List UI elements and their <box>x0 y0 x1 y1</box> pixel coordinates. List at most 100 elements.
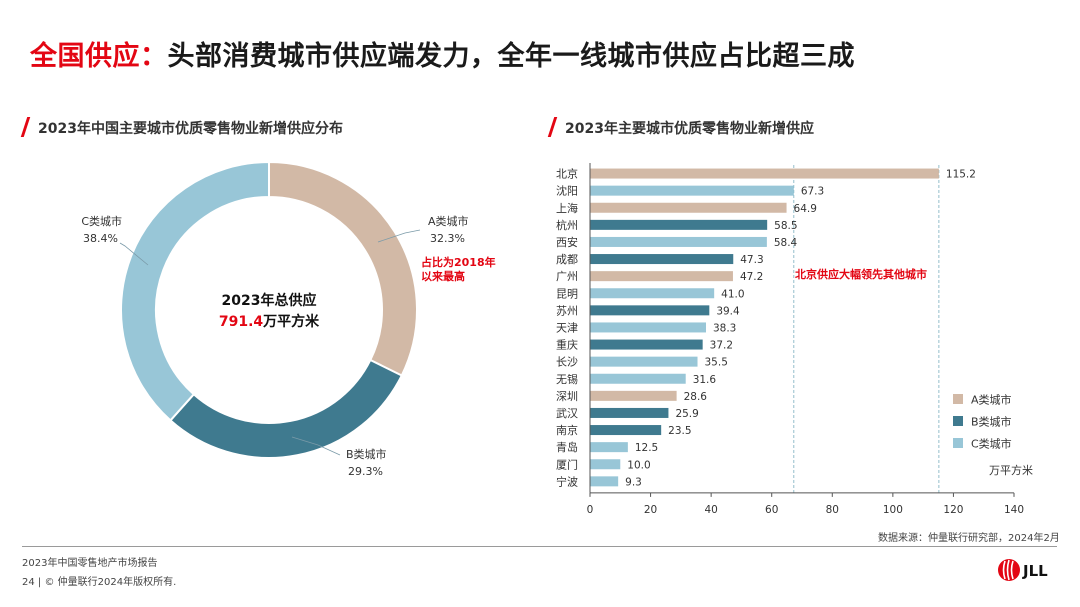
page-title-rest: 头部消费城市供应端发力，全年一线城市供应占比超三成 <box>167 41 855 72</box>
bar-value-label: 37.2 <box>710 340 733 352</box>
donut-center-unit: 万平方米 <box>262 313 320 330</box>
x-tick-label: 100 <box>883 504 903 516</box>
bar-厦门 <box>590 459 621 470</box>
bar-广州 <box>590 271 733 282</box>
bar-legend: A类城市 B类城市 C类城市 <box>953 393 1012 451</box>
page-title: 全国供应：头部消费城市供应端发力，全年一线城市供应占比超三成 <box>30 34 855 73</box>
bar-category-label: 昆明 <box>556 287 578 300</box>
left-subtitle: 2023年中国主要城市优质零售物业新增供应分布 <box>38 121 343 137</box>
donut-note-line1: 占比为2018年 <box>421 255 496 269</box>
bar-青岛 <box>590 442 628 453</box>
bar-value-label: 39.4 <box>716 305 740 317</box>
donut-center-title: 2023年总供应 <box>222 292 317 309</box>
bar-category-label: 重庆 <box>556 338 578 352</box>
bar-南京 <box>590 425 662 436</box>
jll-logo: JLL <box>998 559 1048 581</box>
bar-苏州 <box>590 305 710 316</box>
bar-unit-label: 万平方米 <box>989 463 1033 477</box>
bar-西安 <box>590 236 767 247</box>
right-subtitle-marker <box>547 117 558 137</box>
footer-report-title: 2023年中国零售地产市场报告 <box>22 558 158 569</box>
donut-label-C: C类城市 <box>81 214 122 228</box>
page-title-highlight: 全国供应： <box>30 41 168 72</box>
bar-category-label: 无锡 <box>556 372 578 386</box>
donut-leader-A <box>377 229 421 243</box>
bar-category-label: 厦门 <box>556 457 578 471</box>
footer-divider <box>22 546 1057 547</box>
bar-value-label: 58.4 <box>774 237 798 249</box>
bar-value-label: 28.6 <box>684 391 708 403</box>
donut-value-C: 38.4% <box>83 232 118 245</box>
donut-center-total: 791.4万平方米 <box>219 313 320 330</box>
bar-天津 <box>590 322 706 333</box>
bar-value-label: 10.0 <box>627 459 650 471</box>
bar-长沙 <box>590 356 698 367</box>
left-subtitle-marker <box>20 117 31 137</box>
bar-深圳 <box>590 390 677 401</box>
bar-category-label: 青岛 <box>556 440 578 454</box>
data-source: 数据来源：仲量联行研究部，2024年2月 <box>878 533 1060 544</box>
bar-category-label: 西安 <box>556 235 578 249</box>
jll-logo-text: JLL <box>1022 562 1048 580</box>
bar-value-label: 41.0 <box>721 288 744 300</box>
legend-label-A: A类城市 <box>971 393 1012 407</box>
donut-label-A: A类城市 <box>428 214 469 228</box>
bar-marks: 北京 115.2 沈阳 67.3 上海 64.9 杭州 58.5 西安 58.4 成都 47.3 广州 4… <box>556 167 976 489</box>
bar-杭州 <box>590 219 768 230</box>
donut-slices <box>120 160 418 459</box>
x-tick-label: 120 <box>943 504 963 516</box>
bar-category-label: 杭州 <box>556 218 578 232</box>
footer-page-info: 24 | © 仲量联行2024年版权所有. <box>22 577 177 588</box>
donut-leaders <box>119 229 421 456</box>
x-tick-label: 0 <box>587 504 594 516</box>
legend-label-B: B类城市 <box>971 415 1012 429</box>
donut-slice-A <box>268 160 418 377</box>
donut-slice-C <box>120 160 270 422</box>
x-tick-label: 40 <box>704 504 717 516</box>
donut-labels: A类城市 32.3% B类城市 29.3% C类城市 38.4% <box>81 214 468 478</box>
bar-category-label: 成都 <box>556 253 578 266</box>
x-tick-label: 140 <box>1004 504 1024 516</box>
bar-category-label: 沈阳 <box>556 184 578 198</box>
bar-value-label: 67.3 <box>801 186 824 198</box>
bar-成都 <box>590 254 734 265</box>
bar-category-label: 天津 <box>556 321 578 334</box>
bar-category-label: 广州 <box>556 270 578 283</box>
donut-chart: A类城市 32.3% B类城市 29.3% C类城市 38.4% 2023年总供应 791… <box>81 160 496 478</box>
donut-label-B: B类城市 <box>346 447 387 461</box>
bar-category-label: 深圳 <box>556 390 578 403</box>
legend-swatch-A <box>953 394 963 404</box>
bar-value-label: 9.3 <box>625 476 642 488</box>
donut-center-value: 791.4 <box>219 314 264 330</box>
bar-value-label: 38.3 <box>713 322 736 334</box>
bar-value-label: 35.5 <box>705 357 728 369</box>
donut-note-line2: 以来最高 <box>421 269 465 283</box>
bar-category-label: 上海 <box>556 201 578 215</box>
bar-category-label: 长沙 <box>556 356 578 369</box>
bar-category-label: 北京 <box>556 167 578 181</box>
bar-annotation: 北京供应大幅领先其他城市 <box>795 267 927 281</box>
bar-value-label: 47.3 <box>740 254 763 266</box>
bar-value-label: 25.9 <box>675 408 698 420</box>
footer-page-number: 24 <box>22 577 35 588</box>
bar-昆明 <box>590 288 715 299</box>
right-subtitle: 2023年主要城市优质零售物业新增供应 <box>565 121 814 137</box>
bar-category-label: 南京 <box>556 423 578 437</box>
bar-武汉 <box>590 407 669 418</box>
x-tick-label: 80 <box>826 504 839 516</box>
donut-leader-C <box>119 242 149 266</box>
x-tick-label: 20 <box>644 504 657 516</box>
bar-axis: 0 20 40 60 80 100 120 140 <box>587 163 1024 516</box>
legend-swatch-B <box>953 416 963 426</box>
donut-leader-B <box>291 436 341 456</box>
bar-value-label: 64.9 <box>794 203 817 215</box>
bar-chart: 北京 115.2 沈阳 67.3 上海 64.9 杭州 58.5 西安 58.4 成都 47.3 广州 4… <box>556 163 1033 516</box>
bar-category-label: 苏州 <box>556 304 578 317</box>
bar-上海 <box>590 202 787 213</box>
bar-北京 <box>590 168 939 179</box>
donut-value-A: 32.3% <box>430 232 465 245</box>
bar-value-label: 58.5 <box>774 220 797 232</box>
bar-value-label: 47.2 <box>740 271 763 283</box>
bar-value-label: 31.6 <box>693 374 717 386</box>
bar-无锡 <box>590 373 686 384</box>
